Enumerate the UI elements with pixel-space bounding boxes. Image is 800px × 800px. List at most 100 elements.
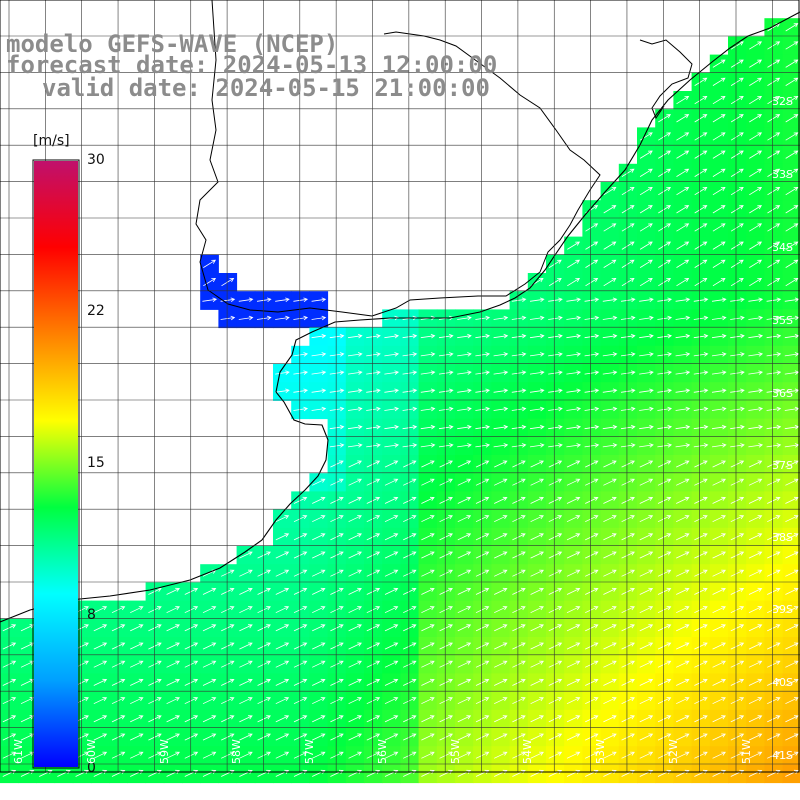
wind-arrow — [512, 642, 526, 650]
wind-arrow — [20, 697, 35, 705]
wind-arrow — [221, 660, 235, 668]
wind-arrow — [676, 478, 690, 486]
wind-arrow — [657, 515, 672, 523]
wind-arrow — [530, 733, 544, 741]
wind-arrow — [548, 315, 563, 321]
wind-arrow — [621, 168, 635, 177]
wind-arrow — [439, 715, 453, 723]
wind-arrow — [475, 551, 490, 559]
wind-arrow — [712, 569, 726, 577]
wind-arrow — [548, 406, 563, 412]
wind-arrow — [312, 569, 326, 577]
wind-arrow — [348, 733, 362, 741]
wind-arrow — [439, 606, 453, 614]
wind-arrow — [439, 660, 453, 668]
wind-arrow — [275, 587, 290, 595]
wind-arrow — [221, 624, 235, 632]
wind-arrow — [694, 132, 708, 141]
wind-arrow — [420, 424, 436, 430]
wind-arrow — [384, 478, 399, 486]
wind-arrow — [566, 733, 581, 741]
wind-arrow — [748, 551, 763, 559]
wind-arrow — [639, 751, 654, 759]
wind-arrow — [639, 733, 654, 741]
wind-arrow — [330, 515, 344, 523]
wind-arrow — [748, 642, 763, 650]
wind-arrow — [676, 624, 690, 632]
wind-arrow — [475, 715, 490, 723]
wind-arrow — [511, 315, 527, 321]
wind-arrow — [348, 715, 362, 723]
wind-arrow — [730, 533, 745, 541]
wind-arrow — [439, 569, 453, 577]
wind-arrow — [603, 533, 617, 541]
wind-arrow — [239, 733, 253, 741]
wind-arrow — [330, 678, 344, 686]
wind-arrow — [657, 660, 672, 668]
wind-arrow — [347, 352, 363, 357]
colorbar — [34, 161, 78, 767]
wind-arrow — [403, 697, 417, 705]
wind-arrow — [403, 533, 417, 541]
wind-arrow — [384, 551, 399, 559]
wind-arrow — [639, 186, 653, 196]
wind-arrow — [785, 205, 799, 214]
wind-arrow — [657, 533, 672, 541]
wind-arrow — [730, 733, 745, 741]
wind-arrow — [694, 496, 708, 504]
wind-arrow — [293, 370, 309, 375]
wind-arrow — [639, 277, 653, 287]
wind-arrow — [275, 551, 290, 559]
wind-arrow — [658, 241, 672, 250]
wind-arrow — [585, 715, 599, 723]
wind-arrow — [639, 660, 654, 668]
wind-arrow — [730, 678, 745, 686]
wind-arrow — [603, 259, 617, 268]
wind-arrow — [712, 186, 726, 196]
wind-arrow — [658, 168, 672, 177]
wind-arrow — [639, 388, 654, 394]
wind-arrow — [730, 223, 744, 232]
wind-arrow — [366, 478, 381, 486]
wind-arrow — [420, 333, 436, 339]
lon-label: 59W — [158, 739, 171, 764]
wind-arrow — [512, 551, 526, 559]
wind-arrow — [602, 333, 618, 339]
wind-arrow — [347, 388, 363, 394]
wind-arrow — [93, 624, 108, 632]
wind-arrow — [330, 569, 344, 577]
wind-arrow — [730, 515, 745, 523]
wind-arrow — [730, 277, 744, 287]
lon-label: 53W — [594, 739, 607, 764]
wind-arrow — [584, 297, 600, 303]
wind-arrow — [566, 315, 582, 321]
wind-arrow — [403, 678, 417, 686]
wind-arrow — [711, 443, 727, 448]
wind-arrow — [676, 241, 690, 250]
wind-arrow — [693, 370, 709, 375]
wind-arrow — [711, 406, 727, 412]
wind-arrow — [694, 642, 708, 650]
wind-arrow — [457, 715, 472, 723]
wind-arrow — [694, 478, 708, 486]
wind-arrow — [639, 697, 654, 705]
wind-arrow — [548, 642, 563, 650]
lat-label: 40S — [772, 676, 793, 689]
wind-arrow — [676, 95, 690, 105]
wind-arrow — [475, 533, 490, 541]
wind-arrow — [130, 751, 144, 759]
wind-arrow — [475, 478, 490, 486]
wind-arrow — [493, 388, 509, 394]
wind-arrow — [257, 660, 271, 668]
wind-arrow — [767, 241, 781, 250]
wind-arrow — [767, 132, 781, 141]
wind-arrow — [403, 496, 417, 504]
wind-arrow — [730, 114, 744, 123]
wind-arrow — [602, 443, 618, 448]
wind-direction-arrows — [2, 23, 800, 777]
wind-arrow — [366, 660, 381, 668]
wind-arrow — [293, 697, 308, 705]
wind-arrow — [20, 751, 35, 759]
wind-arrow — [475, 443, 491, 448]
wind-arrow — [621, 715, 635, 723]
